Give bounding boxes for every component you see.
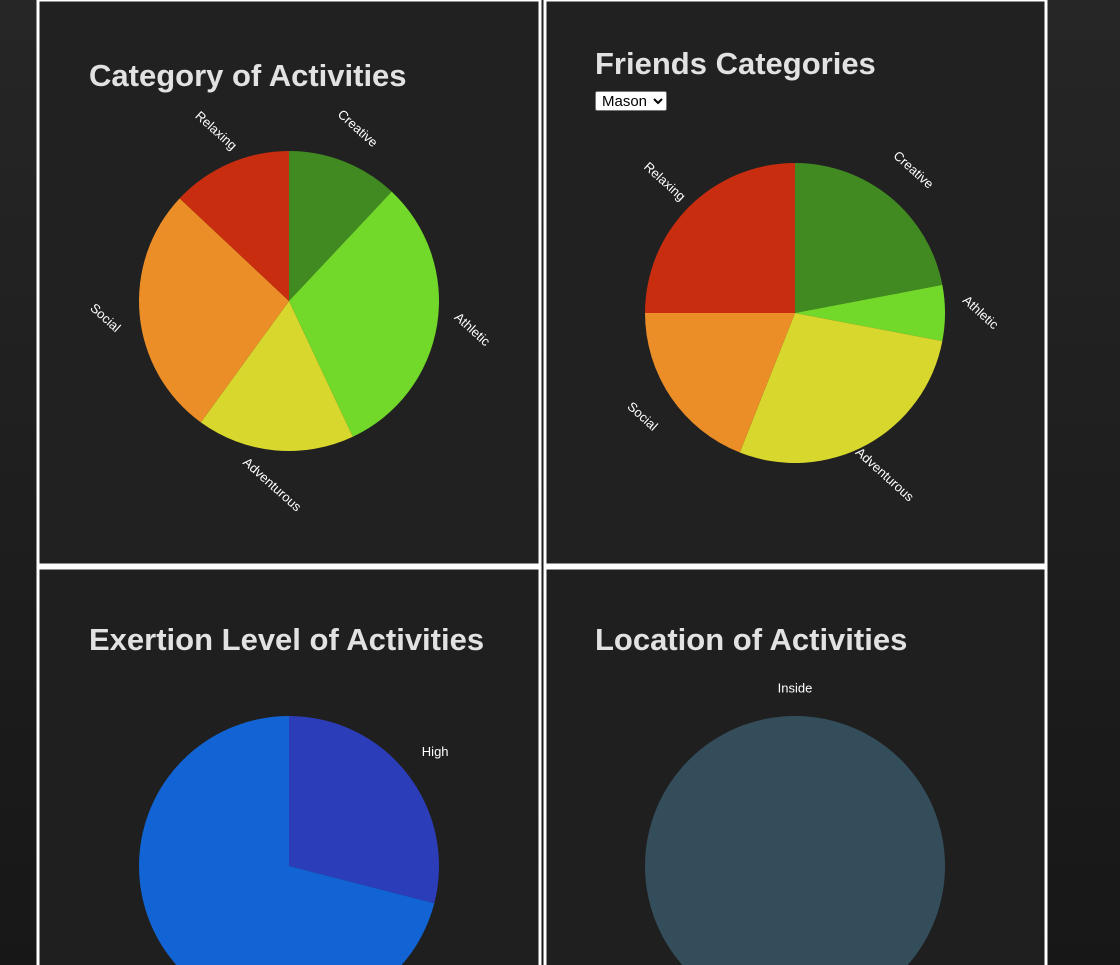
chart-title: Friends Categories [595,46,876,81]
pie-slice [200,301,353,451]
pie-slice [645,716,945,965]
pie-slice [645,163,795,313]
pie-slice [645,313,795,453]
chart-title: Location of Activities [595,622,907,657]
pie-slice [289,716,439,904]
pie-slice [795,284,946,342]
pie-slice [179,151,289,301]
friend-select[interactable]: Mason [595,91,667,111]
pie-slice [739,313,943,463]
chart-title: Category of Activities [89,58,407,93]
pie-slice [795,163,943,313]
pie-slice [139,716,435,965]
slice-label: High [422,744,449,759]
chart-title: Exertion Level of Activities [89,622,484,657]
pie-slice [139,198,289,423]
pie-slice [289,151,392,301]
slice-label: Inside [778,680,813,695]
pie-slice [289,191,440,437]
